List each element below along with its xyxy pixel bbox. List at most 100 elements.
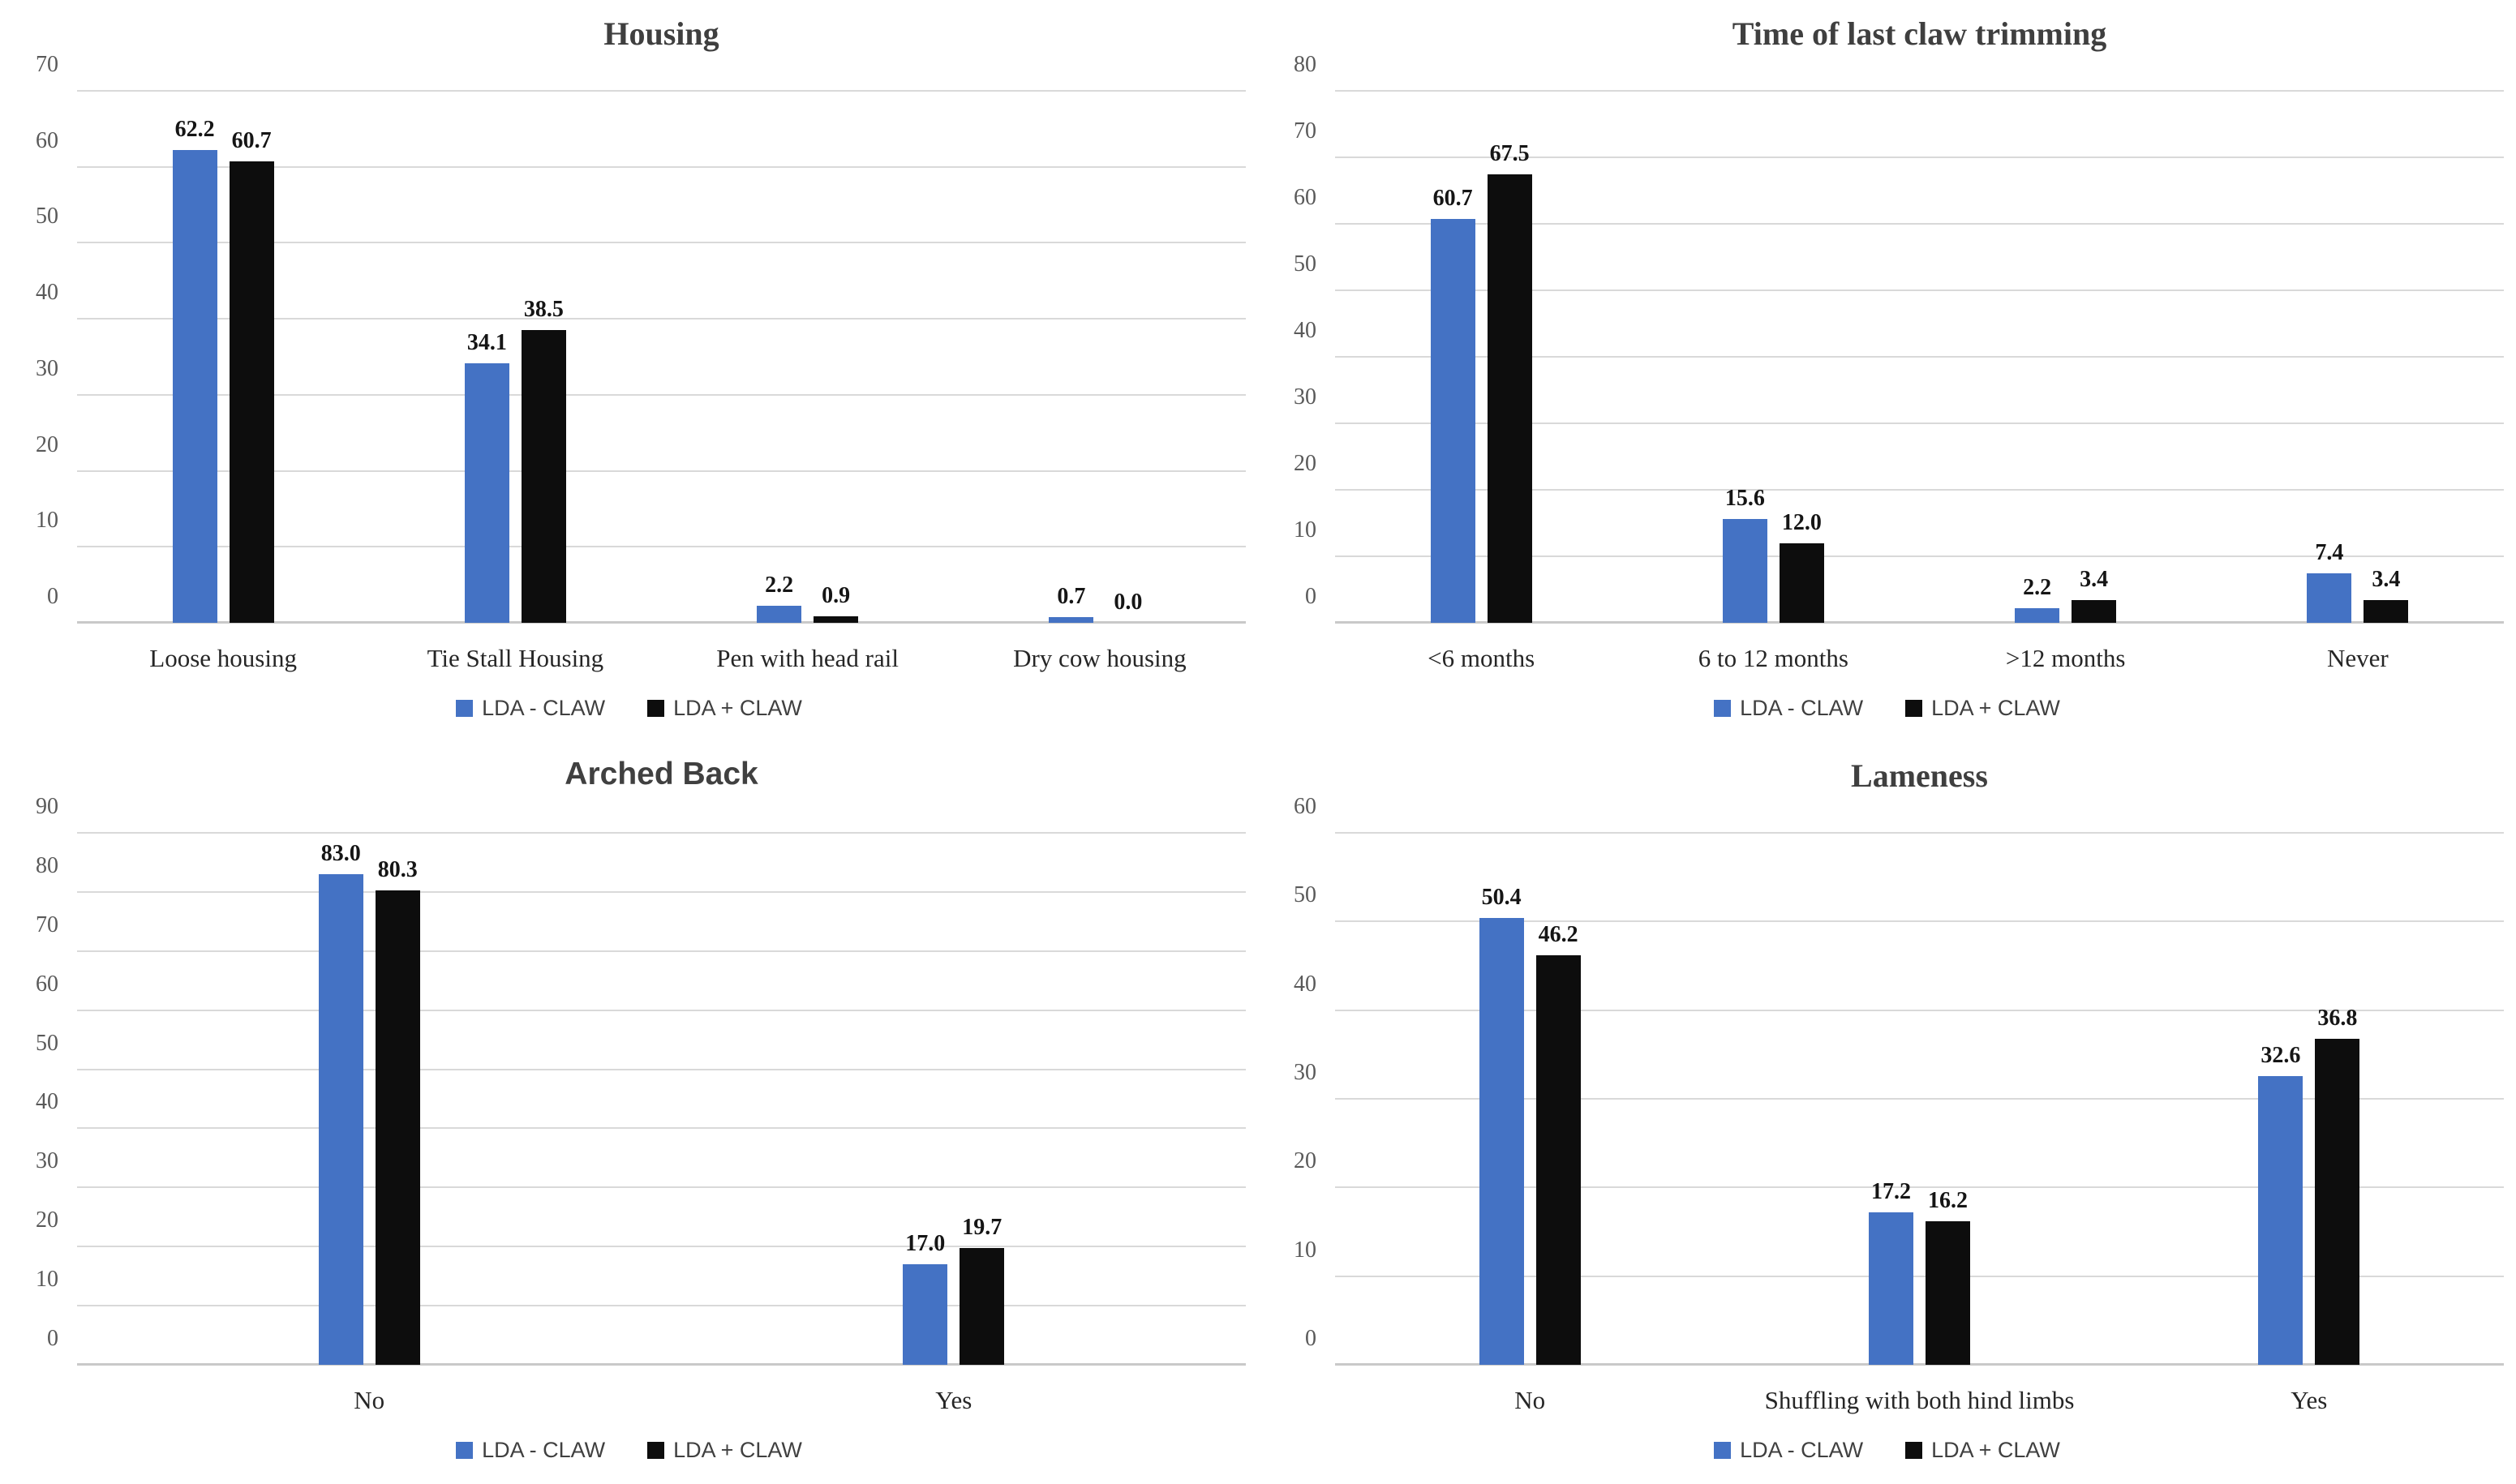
bar-lda-claw: 80.3: [375, 857, 420, 1365]
gridline: [77, 546, 1246, 548]
legend: LDA - CLAW LDA + CLAW: [0, 1438, 1258, 1463]
y-axis-tick-label: 70: [1294, 118, 1316, 144]
y-axis-tick-label: 0: [47, 584, 58, 609]
bar-lda-claw: 32.6: [2258, 1043, 2303, 1365]
legend-label: LDA + CLAW: [673, 1438, 802, 1462]
y-axis-tick-label: 10: [1294, 1237, 1316, 1263]
y-axis-tick-label: 60: [1294, 794, 1316, 819]
bar-value-label: 7.4: [2315, 540, 2344, 566]
category-group-dry-cow-housing: 0.7 0.0: [954, 91, 1246, 623]
y-axis-tick-label: 0: [47, 1326, 58, 1351]
bar-lda-claw: 36.8: [2315, 1006, 2360, 1365]
gridline: [77, 1305, 1246, 1307]
y-axis-tick-label: 60: [36, 127, 58, 153]
gridline: [1335, 489, 2504, 491]
gridline: [77, 832, 1246, 834]
gridline: [77, 1246, 1246, 1248]
legend-label: LDA + CLAW: [1931, 1438, 2060, 1462]
category-label: <6 months: [1428, 644, 1535, 672]
bar-value-label: 15.6: [1724, 486, 1765, 512]
gridline: [77, 318, 1246, 320]
bar-value-label: 38.5: [523, 297, 564, 323]
y-axis-tick-label: 70: [36, 52, 58, 77]
bar-value-label: 0.0: [1114, 590, 1143, 615]
y-axis-tick-label: 80: [1294, 52, 1316, 77]
legend-swatch-lda-claw: [1905, 1442, 1923, 1459]
y-axis-tick-label: 0: [1305, 1326, 1316, 1351]
y-axis: 0 10 20 30 40 50 60: [1258, 794, 1325, 1365]
category-group-no: 50.4 46.2: [1335, 833, 1724, 1365]
bar-lda-claw: 2.2: [757, 573, 802, 623]
y-axis-tick-label: 40: [36, 280, 58, 306]
bar-lda-claw: 62.2: [172, 117, 217, 623]
bar-lda-claw: 38.5: [521, 297, 566, 623]
bar-lda-claw: 50.4: [1479, 885, 1524, 1365]
plot-area: 50.4 46.2 17.2 16.2 32.6 36.8: [1335, 832, 2504, 1366]
category-label: No: [1514, 1386, 1546, 1414]
category-group-6-to-12-months: 15.6 12.0: [1627, 91, 1919, 623]
x-axis-line: [77, 621, 1246, 624]
bar-lda-claw: 60.7: [229, 128, 274, 623]
gridline: [1335, 290, 2504, 291]
gridline: [77, 1186, 1246, 1189]
y-axis-tick-label: 10: [36, 508, 58, 534]
y-axis-tick-label: 60: [1294, 185, 1316, 210]
bar-lda-claw: 3.4: [2072, 567, 2117, 623]
y-axis-tick-label: 20: [36, 431, 58, 457]
category-label: 6 to 12 months: [1698, 644, 1848, 672]
plot-area: 60.7 67.5 15.6 12.0 2.2 3.4 7.4 3.4: [1335, 90, 2504, 624]
legend-label: LDA - CLAW: [482, 1438, 606, 1462]
y-axis-tick-label: 70: [36, 911, 58, 937]
gridline: [1335, 920, 2504, 923]
category-label: Yes: [2291, 1386, 2328, 1414]
bar-lda-claw: 16.2: [1925, 1188, 1970, 1365]
bar-value-label: 60.7: [231, 128, 272, 154]
legend-swatch-lda-claw: [1714, 700, 1732, 717]
bar-lda-claw: 83.0: [318, 841, 363, 1365]
gridline: [77, 165, 1246, 168]
x-axis-line: [77, 1363, 1246, 1366]
chart-title: Arched Back: [565, 757, 758, 791]
chart-lameness: Lameness 0 10 20 30 40 50 60 50.4 46.2 17.2 16.2 32.…: [1258, 742, 2516, 1484]
y-axis-tick-label: 40: [1294, 318, 1316, 343]
bars-container: 60.7 67.5 15.6 12.0 2.2 3.4 7.4 3.4: [1335, 91, 2504, 623]
bar-value-label: 3.4: [2080, 567, 2109, 593]
gridline: [1335, 422, 2504, 424]
gridline: [1335, 157, 2504, 158]
category-group-yes: 17.0 19.7: [662, 833, 1247, 1365]
bar-lda-claw: 15.6: [1722, 486, 1767, 623]
category-group-never: 7.4 3.4: [2212, 91, 2504, 623]
bar-value-label: 19.7: [962, 1215, 1003, 1241]
bars-container: 50.4 46.2 17.2 16.2 32.6 36.8: [1335, 833, 2504, 1365]
category-group-tie-stall-housing: 34.1 38.5: [369, 91, 661, 623]
gridline: [1335, 1098, 2504, 1100]
chart-arched-back: Arched Back 0 10 20 30 40 50 60 70 80 90 83.0 80.3 17…: [0, 742, 1258, 1484]
category-group-loose-housing: 62.2 60.7: [77, 91, 369, 623]
y-axis-tick-label: 40: [36, 1089, 58, 1115]
category-label: Pen with head rail: [716, 644, 899, 672]
gridline: [77, 950, 1246, 952]
category-label: Shuffling with both hind limbs: [1764, 1386, 2075, 1414]
category-label: No: [354, 1386, 385, 1414]
gridline: [1335, 555, 2504, 557]
y-axis-tick-label: 30: [36, 355, 58, 381]
category-group-pen-with-head-rail: 2.2 0.9: [662, 91, 954, 623]
y-axis-tick-label: 30: [1294, 1060, 1316, 1085]
legend: LDA - CLAW LDA + CLAW: [1258, 696, 2516, 721]
bar-lda-claw: 7.4: [2307, 540, 2352, 623]
bar-lda-claw: 60.7: [1430, 186, 1475, 623]
bar-value-label: 60.7: [1432, 186, 1473, 212]
legend-label: LDA - CLAW: [482, 696, 606, 720]
bar-lda-claw: 34.1: [464, 330, 509, 623]
bar-value-label: 34.1: [466, 330, 507, 356]
gridline: [1335, 1275, 2504, 1277]
x-axis-line: [1335, 1363, 2504, 1366]
bar-lda-claw: 12.0: [1779, 510, 1824, 623]
legend-label: LDA - CLAW: [1740, 696, 1864, 720]
bar-lda-claw: 46.2: [1535, 922, 1581, 1365]
bar-lda-claw: 17.0: [903, 1231, 948, 1365]
legend-swatch-lda-claw: [1905, 700, 1923, 717]
x-axis-line: [1335, 621, 2504, 624]
category-label: >12 months: [2005, 644, 2126, 672]
y-axis: 0 10 20 30 40 50 60 70 80 90: [0, 794, 67, 1365]
